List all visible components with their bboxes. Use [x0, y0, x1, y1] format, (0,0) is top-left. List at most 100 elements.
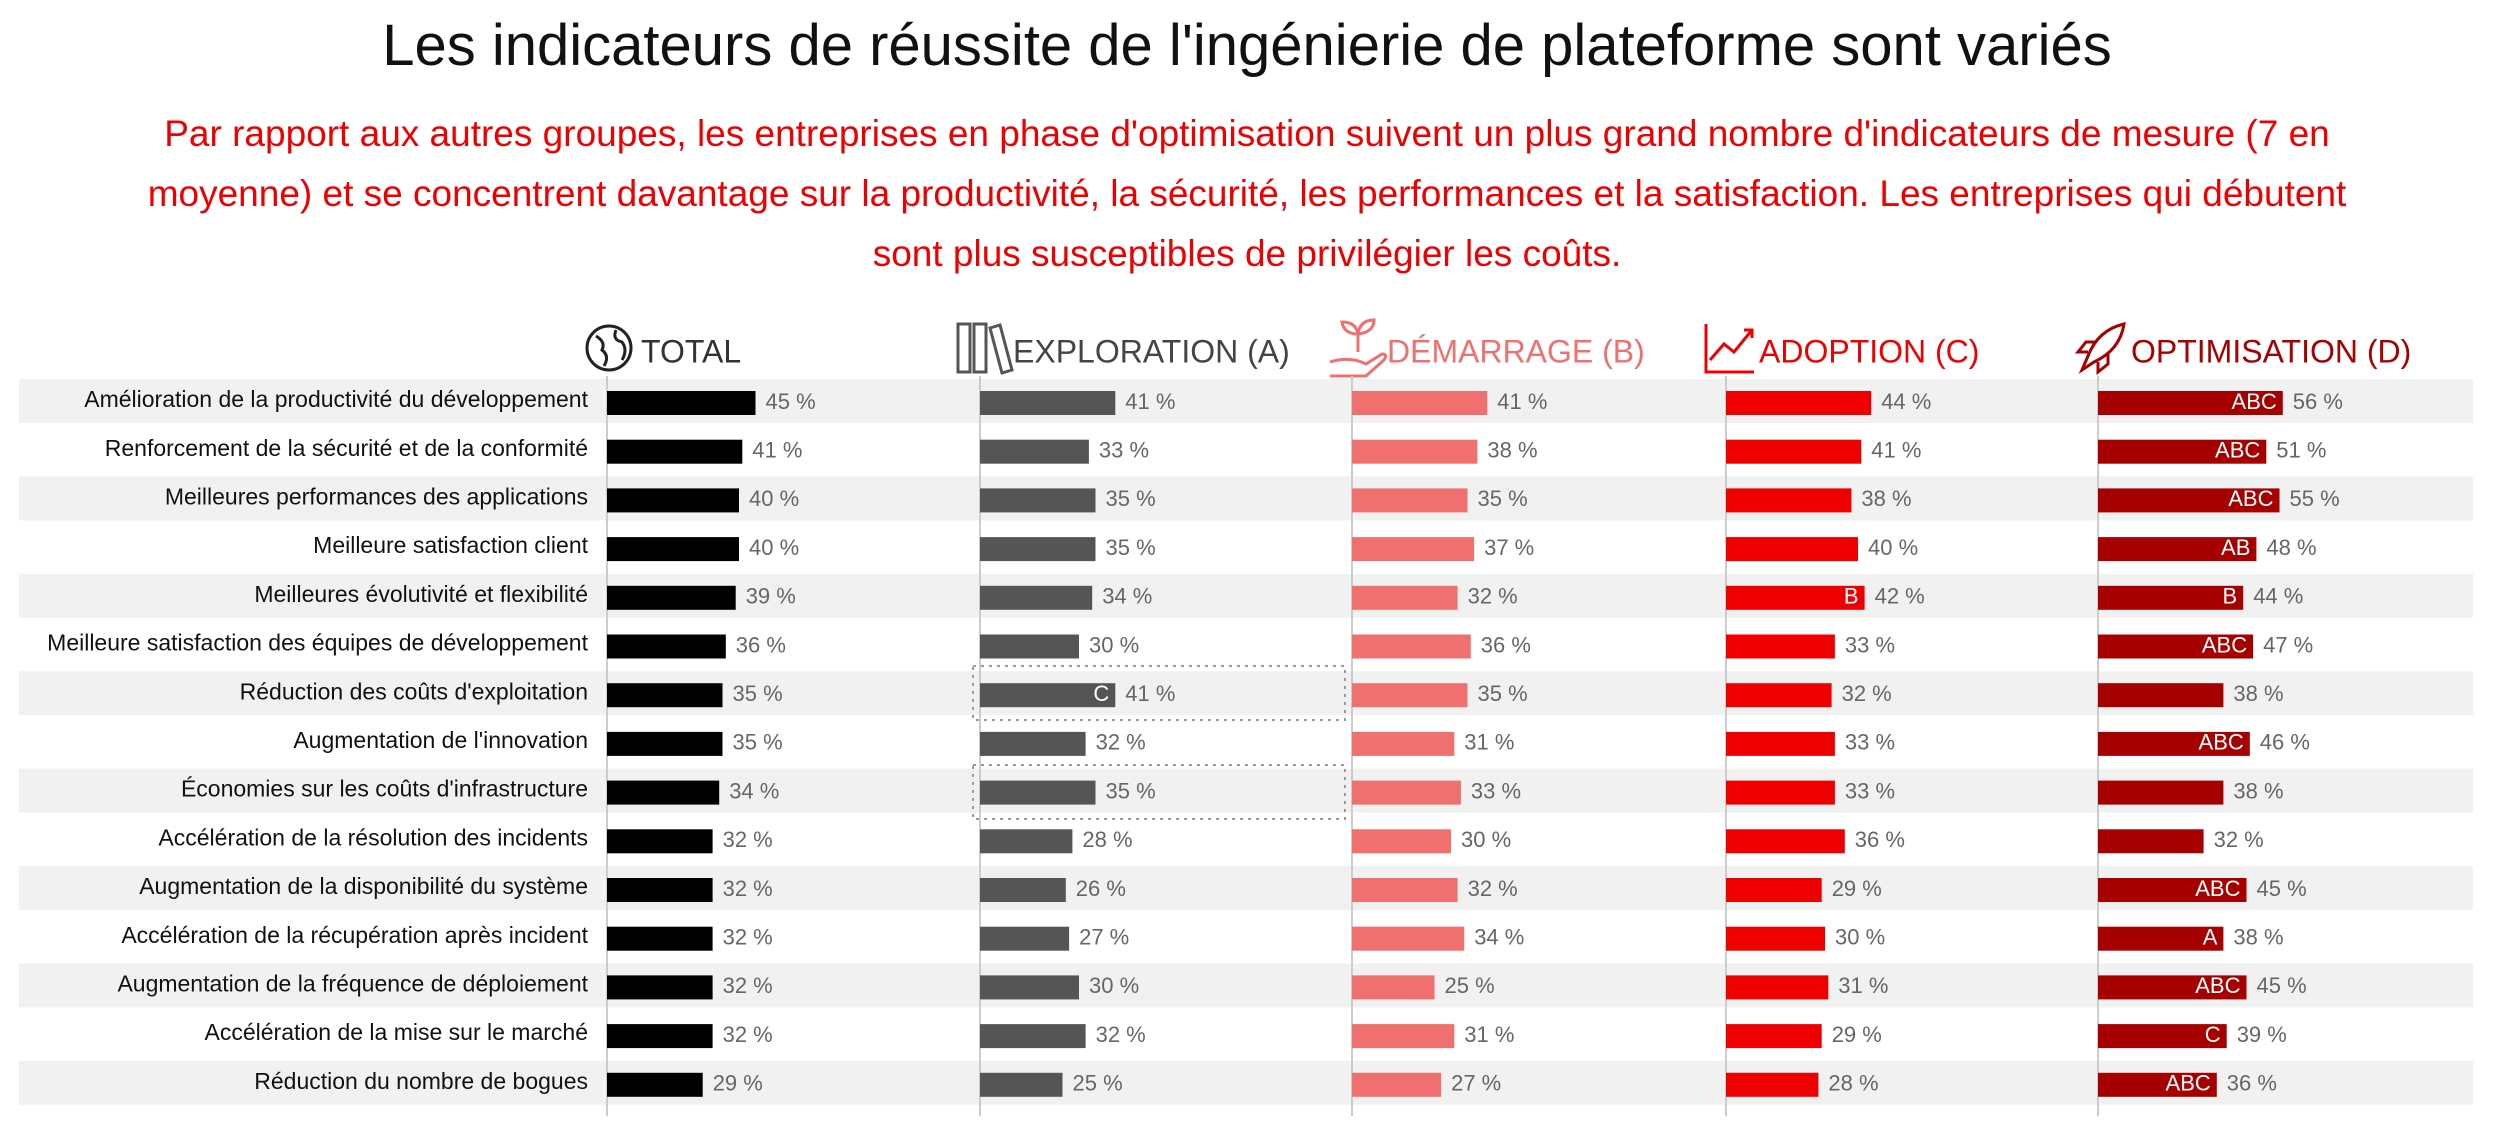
bar	[1726, 1072, 1819, 1097]
value-label: 45 %	[766, 389, 816, 414]
series-header: OPTIMISATION (D)	[2131, 333, 2411, 369]
bar	[980, 585, 1093, 610]
bar	[1352, 585, 1458, 610]
value-label: 32 %	[1096, 1022, 1146, 1047]
bar	[1726, 634, 1835, 659]
bar	[1352, 488, 1468, 513]
value-label: 51 %	[2276, 438, 2326, 463]
bar	[2098, 439, 2267, 464]
value-label: 30 %	[1089, 973, 1139, 998]
category-label: Réduction des coûts d'exploitation	[240, 678, 588, 704]
bar	[1352, 975, 1435, 1000]
row-stripe	[19, 1060, 2473, 1105]
value-label: 32 %	[723, 827, 773, 852]
globe-icon	[585, 324, 633, 372]
value-label: 31 %	[1464, 1022, 1514, 1047]
value-label: 34 %	[1474, 925, 1524, 950]
bar	[607, 829, 713, 854]
value-label: 34 %	[729, 778, 779, 803]
significance-label: ABC	[2199, 730, 2244, 755]
series-header: ADOPTION (C)	[1759, 333, 1979, 369]
significance-label: B	[1844, 584, 1859, 609]
bar	[2098, 634, 2254, 659]
value-label: 27 %	[1079, 925, 1129, 950]
value-label: 38 %	[1861, 486, 1911, 511]
series-header: TOTAL	[641, 333, 741, 369]
bar	[1726, 537, 1858, 562]
value-label: 34 %	[1102, 584, 1152, 609]
value-label: 32 %	[1842, 681, 1892, 706]
chart-title: Les indicateurs de réussite de l'ingénie…	[382, 13, 2112, 78]
bar	[2098, 975, 2247, 1000]
bar	[980, 926, 1070, 951]
bar	[1726, 585, 1865, 610]
value-label: 36 %	[1855, 827, 1905, 852]
bar	[2098, 585, 2244, 610]
bar	[980, 634, 1079, 659]
value-label: 45 %	[2257, 973, 2307, 998]
value-label: 56 %	[2293, 389, 2343, 414]
value-label: 32 %	[2214, 827, 2264, 852]
bar	[2098, 391, 2283, 415]
bar	[980, 975, 1079, 1000]
value-label: 41 %	[1871, 438, 1921, 463]
category-label: Meilleures évolutivité et flexibilité	[254, 581, 588, 607]
bar	[1726, 683, 1832, 708]
bar	[2098, 878, 2247, 902]
value-label: 39 %	[746, 584, 796, 609]
value-label: 33 %	[1099, 438, 1149, 463]
value-label: 44 %	[1881, 389, 1931, 414]
bar	[607, 439, 743, 464]
bar	[607, 780, 720, 805]
bar	[2098, 926, 2224, 951]
bar	[1352, 537, 1475, 562]
highlight-box	[972, 764, 1346, 820]
bar	[1726, 1024, 1822, 1049]
bar	[607, 1024, 713, 1049]
bar	[980, 683, 1116, 708]
value-label: 41 %	[752, 438, 802, 463]
bar	[2098, 731, 2250, 756]
bar	[980, 731, 1086, 756]
globe-detail	[595, 329, 627, 367]
value-label: 40 %	[749, 535, 799, 560]
bar	[1352, 731, 1455, 756]
bar	[1352, 829, 1451, 854]
value-label: 41 %	[1497, 389, 1547, 414]
bar	[1352, 780, 1461, 805]
bar	[1352, 439, 1478, 464]
bar	[2098, 829, 2204, 854]
bar	[607, 1072, 703, 1097]
value-label: 46 %	[2260, 730, 2310, 755]
value-label: 35 %	[1478, 486, 1528, 511]
bar	[1726, 731, 1835, 756]
bar	[1726, 488, 1852, 513]
row-stripe	[19, 379, 2473, 423]
value-label: 38 %	[2233, 681, 2283, 706]
series-header: EXPLORATION (A)	[1013, 333, 1290, 369]
bar	[980, 488, 1096, 513]
significance-label: ABC	[2195, 876, 2240, 901]
value-label: 39 %	[2237, 1022, 2287, 1047]
category-label: Augmentation de la disponibilité du syst…	[139, 873, 588, 899]
value-label: 26 %	[1076, 876, 1126, 901]
category-label: Accélération de la récupération après in…	[121, 922, 588, 948]
value-label: 25 %	[1073, 1071, 1123, 1096]
bar	[607, 537, 739, 562]
value-label: 48 %	[2266, 535, 2316, 560]
value-label: 25 %	[1445, 973, 1495, 998]
bar	[980, 829, 1073, 854]
category-label: Meilleure satisfaction client	[313, 532, 588, 558]
bar	[607, 975, 713, 1000]
bar	[607, 488, 739, 513]
bar	[607, 391, 756, 415]
bar	[607, 731, 723, 756]
books-icon	[956, 322, 972, 374]
value-label: 47 %	[2263, 632, 2313, 657]
icons	[585, 318, 2126, 378]
value-label: 41 %	[1125, 681, 1175, 706]
bar	[2098, 1072, 2217, 1097]
value-label: 29 %	[713, 1071, 763, 1096]
